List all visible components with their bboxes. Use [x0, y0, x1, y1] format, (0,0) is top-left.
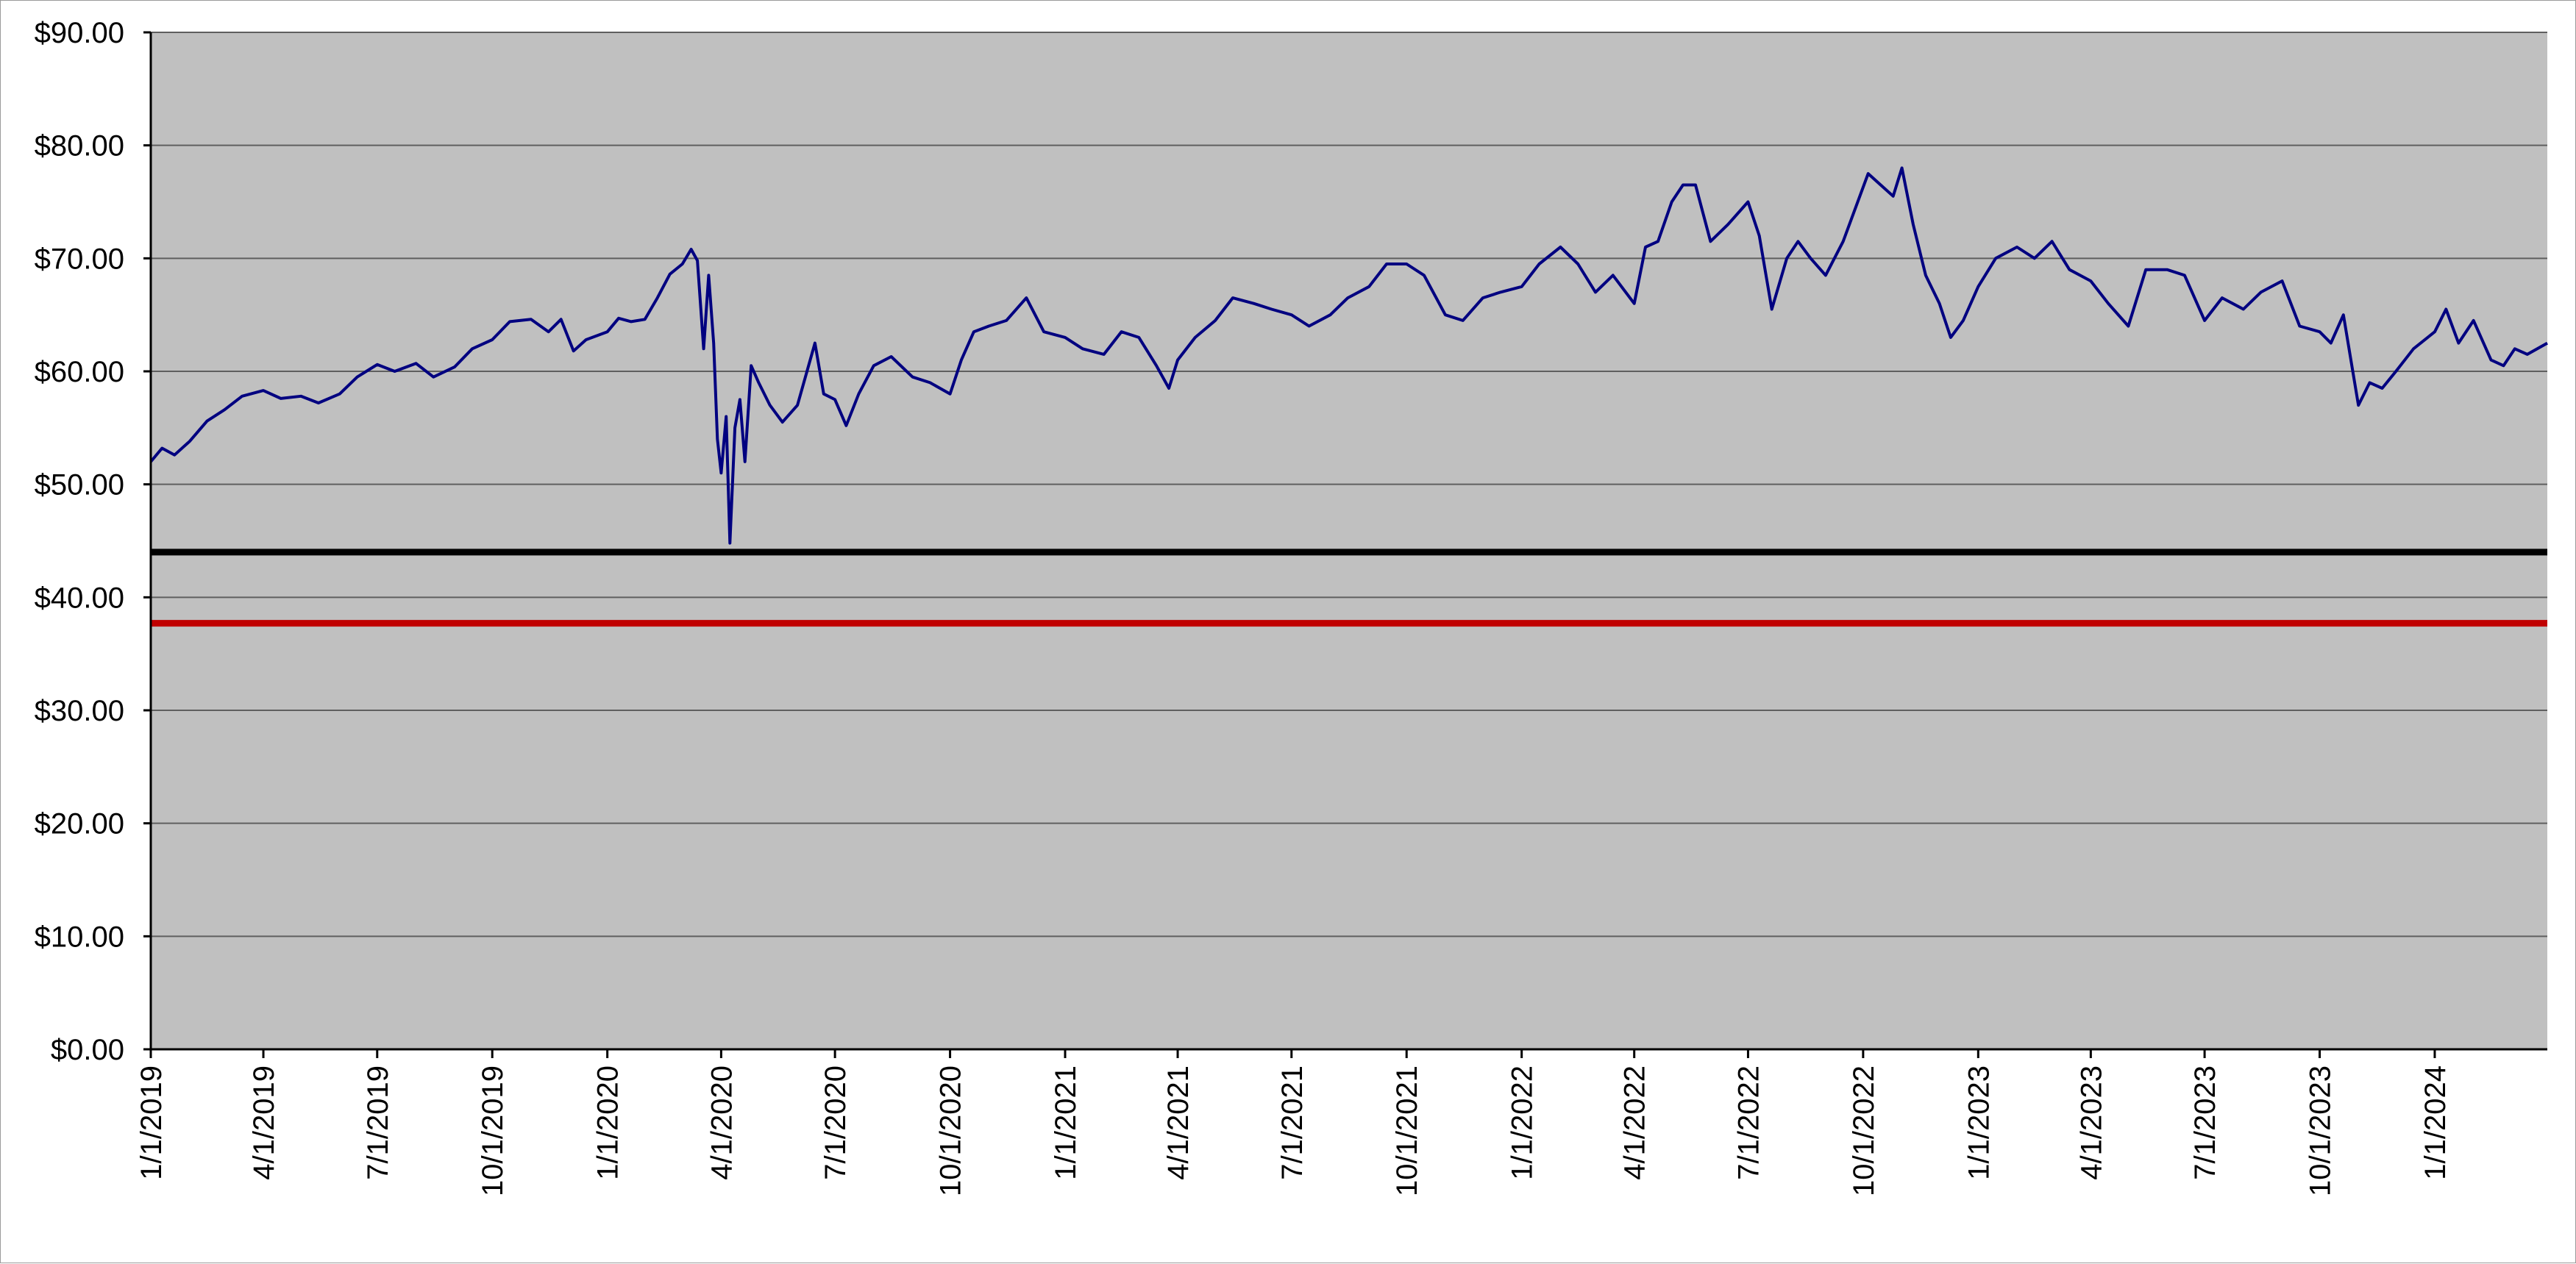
x-tick-label: 10/1/2019	[477, 1065, 509, 1196]
y-tick-label: $40.00	[35, 582, 124, 614]
y-tick-label: $0.00	[51, 1034, 124, 1066]
y-tick-label: $50.00	[35, 469, 124, 501]
series-line-0	[149, 166, 2548, 545]
x-tick-label: 7/1/2020	[819, 1065, 852, 1180]
gridlines	[151, 32, 2547, 938]
x-tick-label: 1/1/2024	[2419, 1065, 2452, 1180]
x-tick-label: 7/1/2019	[362, 1065, 394, 1180]
y-tick-label: $10.00	[35, 921, 124, 953]
x-tick-label: 1/1/2019	[135, 1065, 168, 1180]
x-tick-label: 4/1/2020	[705, 1065, 738, 1180]
x-tick-label: 10/1/2023	[2305, 1065, 2337, 1196]
x-tick-label: 7/1/2022	[1732, 1065, 1765, 1180]
axes	[149, 32, 2547, 1051]
reference-lines	[151, 549, 2547, 627]
x-tick-label: 10/1/2020	[935, 1065, 967, 1196]
x-tick-label: 1/1/2023	[1963, 1065, 1995, 1180]
x-tick-label: 7/1/2021	[1276, 1065, 1309, 1180]
x-axis-tick-labels: 1/1/2019 4/1/2019 7/1/2019 10/1/2019 1/1/202…	[135, 1049, 2452, 1196]
y-tick-label: $70.00	[35, 243, 124, 275]
x-tick-label: 7/1/2023	[2189, 1065, 2221, 1180]
x-tick-label: 1/1/2020	[592, 1065, 625, 1180]
y-tick-label: $80.00	[35, 130, 124, 163]
x-tick-label: 4/1/2023	[2075, 1065, 2107, 1180]
x-tick-label: 1/1/2021	[1050, 1065, 1082, 1180]
series-layer	[149, 166, 2548, 545]
x-tick-label: 4/1/2021	[1162, 1065, 1195, 1180]
x-tick-label: 4/1/2019	[248, 1065, 280, 1180]
y-tick-label: $60.00	[35, 356, 124, 388]
x-tick-label: 1/1/2022	[1506, 1065, 1539, 1180]
y-tick-label: $20.00	[35, 808, 124, 840]
plot-area	[151, 32, 2547, 1049]
y-axis-tick-labels: $0.00 $10.00 $20.00 $30.00 $40.00 $50.00 $60.0…	[35, 17, 151, 1066]
y-tick-label: $90.00	[35, 17, 124, 49]
x-tick-label: 10/1/2022	[1848, 1065, 1880, 1196]
y-tick-label: $30.00	[35, 695, 124, 727]
x-tick-label: 10/1/2021	[1391, 1065, 1423, 1196]
x-tick-label: 4/1/2022	[1619, 1065, 1651, 1180]
